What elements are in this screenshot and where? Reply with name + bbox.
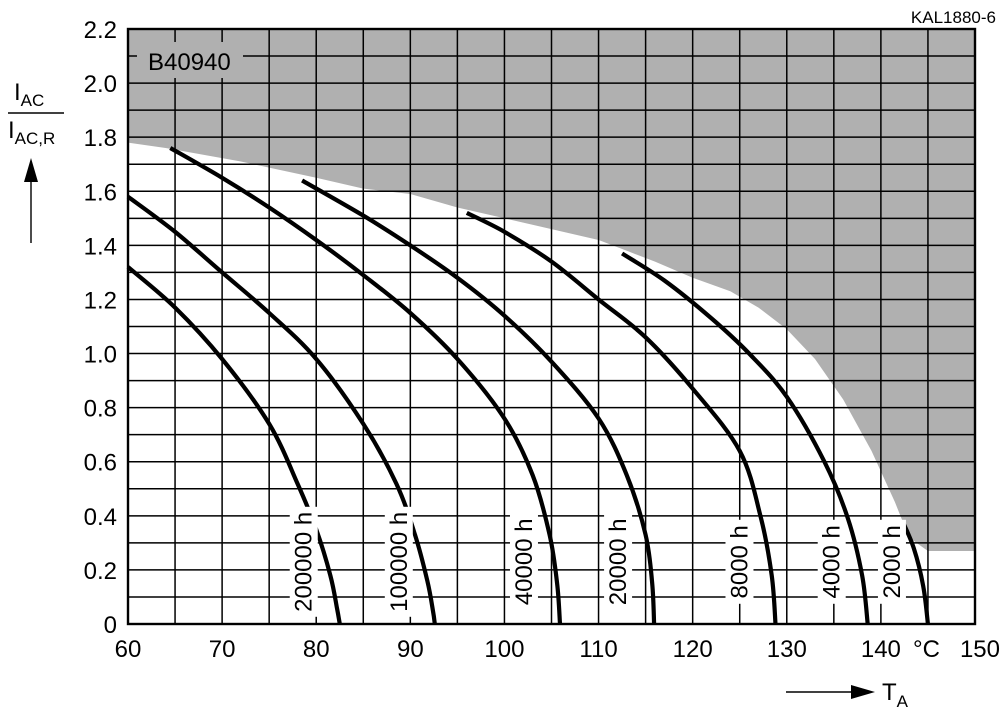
y-tick-label: 1.2 [84,287,117,314]
series-label-background [604,513,633,611]
product-label-box: B40940 [137,42,243,78]
series-label-background [725,519,754,604]
series-label-group: 200000 h [289,506,318,617]
series-label-background [509,513,538,611]
series-label: 200000 h [291,512,318,612]
series-label-background [877,519,906,604]
x-tick-label: 140 [861,636,901,663]
series-labels: 200000 h 100000 h 40000 h 20000 h 8000 h 4000… [289,506,906,617]
series-line [900,520,930,625]
series-label-group: 4000 h [817,519,846,604]
series-label-group: 8000 h [725,519,754,604]
y-tick-label: 1.0 [84,342,117,369]
y-arrow-icon [24,158,38,182]
x-unit: °C [913,636,940,663]
y-tick-label: 0.2 [84,558,117,585]
x-axis-title: TA [786,679,909,711]
x-label: TA [882,679,909,711]
series-line [620,251,870,625]
series-line [126,195,437,625]
product-label-background [137,42,243,78]
series-label: 8000 h [726,525,753,598]
series-label-background [384,506,413,617]
plot-area [126,27,977,626]
series-label-background [817,519,846,604]
series-curves [126,146,930,625]
series-label-group: 100000 h [384,506,413,617]
y-label-denominator: IAC,R [8,117,55,148]
forbidden-region [128,29,975,624]
y-label-numerator: IAC [14,79,44,110]
series-label-background [289,506,318,617]
y-tick-label: 0.4 [84,504,117,531]
y-tick-label: 0.6 [84,450,117,477]
x-tick-label: 60 [115,636,142,663]
series-label: 40000 h [511,518,538,605]
y-axis-title: IAC IAC,R [8,79,64,243]
series-line [301,178,657,625]
series-line [169,146,563,625]
figure-code: KAL1880-6 [911,8,996,27]
x-tick-label: 70 [209,636,236,663]
x-tick-label: 120 [673,636,713,663]
series-label: 4000 h [819,525,846,598]
y-tick-label: 0.8 [84,396,117,423]
plot-frame [126,27,977,626]
series-label-group: 20000 h [604,513,633,611]
y-tick-label: 1.6 [84,179,117,206]
y-tick-label: 0 [104,612,117,639]
series-label: 20000 h [605,518,632,605]
y-tick-label: 1.8 [84,125,117,152]
y-tick-label: 2.0 [84,71,117,98]
series-line [465,211,778,625]
product-label: B40940 [148,49,231,76]
x-tick-label: 110 [579,636,617,663]
series-label: 100000 h [386,512,413,612]
y-tick-label: 2.2 [84,17,117,44]
series-label-group: 2000 h [877,519,906,604]
grid [128,29,975,624]
x-tick-label: 150 [960,636,1000,663]
x-tick-label: 130 [767,636,807,663]
y-tick-labels: 0 0.2 0.4 0.6 0.8 1.0 1.2 1.4 1.6 1.8 2.0 2.2 [84,17,117,639]
y-tick-label: 1.4 [84,233,117,260]
series-label-group: 40000 h [509,513,538,611]
x-tick-label: 80 [303,636,330,663]
x-tick-label: 100 [484,636,524,663]
series-label: 2000 h [879,525,906,598]
x-tick-label: 90 [397,636,424,663]
x-arrow-icon [851,685,875,699]
series-line [126,265,342,625]
x-tick-labels: 60 70 80 90 100 110 120 130 140 150 [115,636,1000,663]
